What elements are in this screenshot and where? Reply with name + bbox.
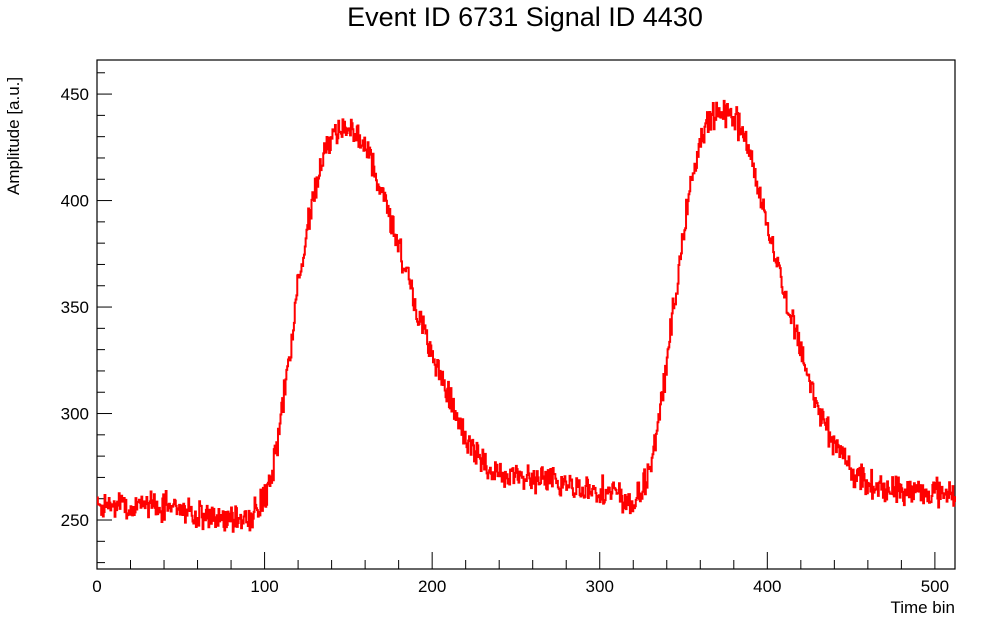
y-tick-label: 450	[61, 85, 89, 104]
plot-frame	[96, 59, 956, 570]
series-line	[96, 99, 956, 533]
series-group	[96, 99, 956, 533]
y-tick-label: 400	[61, 192, 89, 211]
x-tick-label: 0	[92, 577, 101, 596]
y-axis-ticks: 250 300 350 400 450	[61, 72, 112, 564]
x-axis-title: Time bin	[890, 598, 955, 617]
x-tick-label: 100	[250, 577, 278, 596]
chart-title: Event ID 6731 Signal ID 4430	[347, 2, 703, 32]
y-tick-label: 350	[61, 298, 89, 317]
x-tick-label: 200	[418, 577, 446, 596]
y-tick-label: 250	[61, 511, 89, 530]
y-axis-title: Amplitude [a.u.]	[4, 77, 23, 195]
x-tick-label: 300	[586, 577, 614, 596]
x-tick-label: 400	[753, 577, 781, 596]
x-tick-label: 500	[921, 577, 949, 596]
y-tick-label: 300	[61, 405, 89, 424]
x-axis-ticks: 0 100 200 300 400 500	[92, 552, 949, 596]
